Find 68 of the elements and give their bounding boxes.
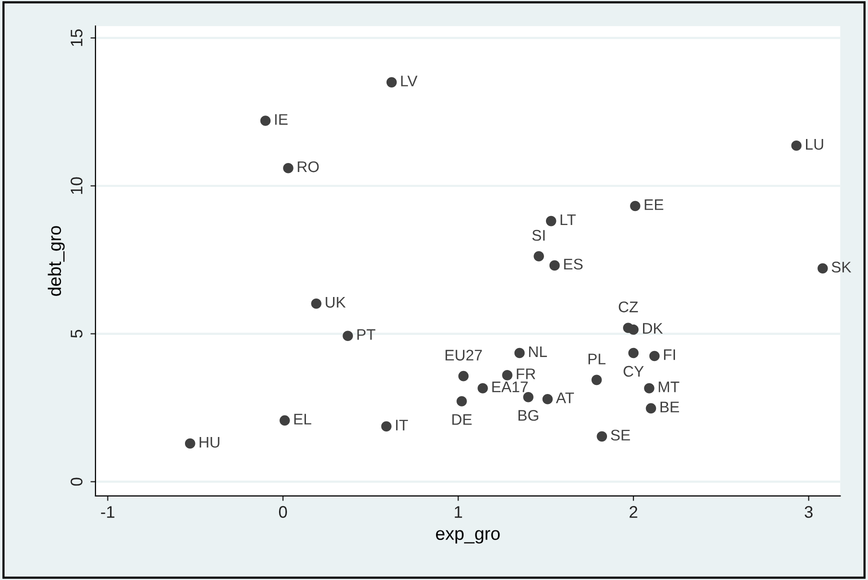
point bbox=[534, 251, 544, 262]
annotation: SE bbox=[610, 430, 630, 441]
point bbox=[818, 263, 828, 274]
annotation: SK bbox=[832, 262, 852, 272]
point bbox=[596, 431, 608, 442]
annotation: LV bbox=[401, 76, 418, 86]
point bbox=[280, 415, 290, 426]
y-tick-label: 0 bbox=[70, 478, 82, 486]
annotation: DE bbox=[452, 414, 472, 425]
annotation: NL bbox=[529, 346, 547, 357]
point bbox=[592, 374, 602, 386]
annotation: EE bbox=[644, 199, 664, 210]
annotation: HU bbox=[200, 436, 220, 448]
point bbox=[456, 396, 467, 406]
point bbox=[542, 394, 553, 404]
x-tick-label: 0 bbox=[278, 506, 287, 518]
x-tick-label: -1 bbox=[101, 506, 114, 518]
annotation: CY bbox=[624, 366, 644, 377]
x-tick-label: 1 bbox=[454, 506, 462, 518]
point bbox=[381, 421, 392, 432]
annotation: MT bbox=[658, 382, 680, 392]
point bbox=[791, 140, 802, 151]
annotation: ES bbox=[564, 258, 583, 270]
annotation: PL bbox=[588, 354, 606, 364]
y-tick-label: 15 bbox=[70, 29, 82, 46]
x-tick-label: 3 bbox=[804, 506, 813, 518]
annotation: EL bbox=[294, 414, 312, 424]
y-axis-title: debt_gro bbox=[48, 226, 65, 296]
point bbox=[549, 260, 560, 271]
annotation: FI bbox=[664, 349, 675, 360]
annotation: AT bbox=[556, 392, 574, 404]
point bbox=[628, 324, 639, 335]
point bbox=[260, 116, 271, 126]
point bbox=[646, 403, 656, 414]
annotation: LU bbox=[806, 139, 824, 150]
annotation: IT bbox=[396, 420, 408, 430]
annotation: RO bbox=[298, 161, 319, 172]
annotation: CZ bbox=[618, 302, 638, 312]
point bbox=[514, 348, 525, 358]
point bbox=[649, 350, 660, 362]
point bbox=[546, 216, 556, 226]
point bbox=[311, 298, 322, 309]
annotation: BG bbox=[518, 410, 538, 421]
point bbox=[386, 77, 397, 88]
point bbox=[502, 370, 512, 380]
point bbox=[644, 383, 654, 394]
annotation: DK bbox=[643, 323, 663, 334]
annotation: FR bbox=[516, 368, 536, 380]
point bbox=[342, 330, 353, 341]
point bbox=[283, 162, 294, 174]
annotation: BE bbox=[660, 402, 680, 412]
y-tick-label: 10 bbox=[70, 177, 82, 194]
annotation: SI bbox=[532, 230, 545, 241]
point bbox=[523, 392, 534, 402]
annotation: EU27 bbox=[446, 350, 482, 361]
y-tick-label: 5 bbox=[70, 330, 82, 338]
point bbox=[458, 370, 469, 382]
annotation: LT bbox=[560, 214, 576, 226]
x-tick-label: 2 bbox=[630, 506, 638, 518]
annotation: PT bbox=[357, 329, 376, 340]
annotation: EA17 bbox=[492, 382, 528, 392]
point bbox=[184, 438, 196, 449]
point bbox=[630, 200, 640, 212]
point bbox=[628, 348, 639, 358]
x-axis-title: exp_gro bbox=[436, 530, 500, 544]
point bbox=[478, 383, 488, 394]
annotation: IE bbox=[275, 114, 288, 125]
annotation: UK bbox=[326, 297, 346, 308]
